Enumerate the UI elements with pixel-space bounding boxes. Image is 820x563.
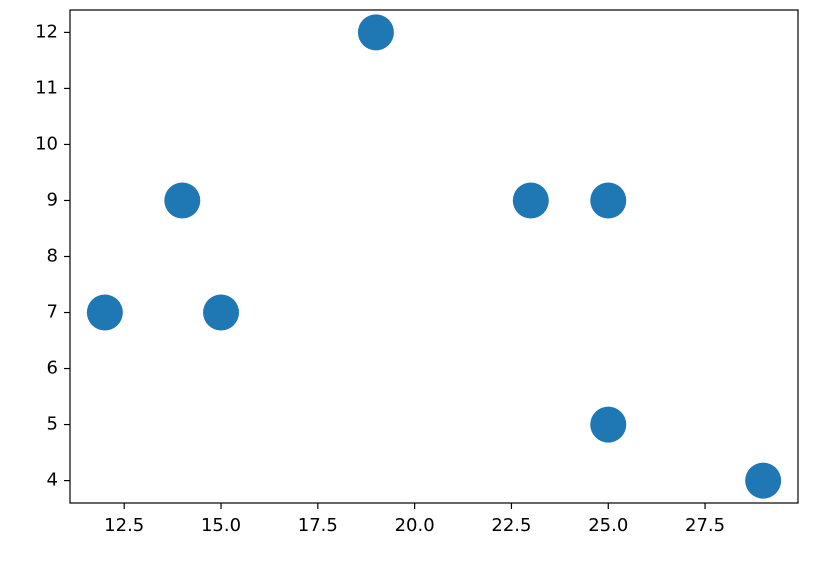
data-point bbox=[358, 14, 394, 50]
x-tick-label: 12.5 bbox=[104, 515, 144, 536]
x-tick-label: 25.0 bbox=[588, 515, 628, 536]
data-point bbox=[590, 182, 626, 218]
data-point bbox=[164, 182, 200, 218]
y-tick-label: 9 bbox=[47, 189, 58, 210]
y-tick-label: 8 bbox=[47, 246, 58, 267]
data-point bbox=[87, 295, 123, 331]
x-tick-label: 20.0 bbox=[395, 515, 435, 536]
x-tick-label: 27.5 bbox=[685, 515, 725, 536]
y-tick-label: 4 bbox=[47, 470, 58, 491]
x-tick-label: 15.0 bbox=[201, 515, 241, 536]
y-tick-label: 6 bbox=[47, 358, 58, 379]
x-tick-label: 22.5 bbox=[491, 515, 531, 536]
x-tick-label: 17.5 bbox=[298, 515, 338, 536]
data-point bbox=[513, 182, 549, 218]
chart-background bbox=[0, 0, 820, 563]
y-tick-label: 7 bbox=[47, 302, 58, 323]
y-tick-label: 11 bbox=[35, 77, 58, 98]
y-tick-label: 10 bbox=[35, 133, 58, 154]
y-tick-label: 12 bbox=[35, 21, 58, 42]
y-tick-label: 5 bbox=[47, 414, 58, 435]
data-point bbox=[203, 295, 239, 331]
scatter-chart: 12.5 15.0 17.5 20.0 22.5 25.0 27.5 4 5 6 7 8 9 10 11 12 bbox=[0, 0, 820, 563]
data-point bbox=[745, 463, 781, 499]
chart-svg: 12.5 15.0 17.5 20.0 22.5 25.0 27.5 4 5 6 7 8 9 10 11 12 bbox=[0, 0, 820, 563]
data-point bbox=[590, 407, 626, 443]
